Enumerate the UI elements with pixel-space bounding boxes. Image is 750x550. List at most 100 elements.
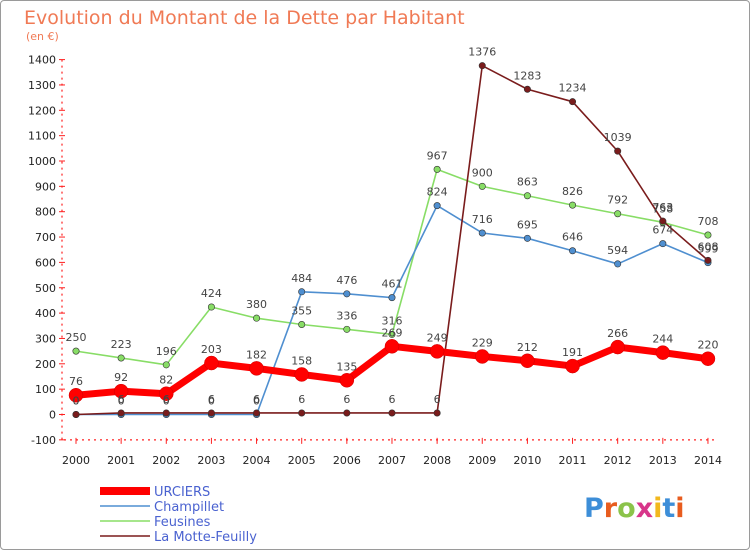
data-label-la-motte-feuilly: 6 <box>253 393 260 406</box>
y-tick-label: 1100 <box>28 130 56 143</box>
legend-label-feusines: Feusines <box>154 515 211 530</box>
data-point-la-motte-feuilly <box>343 409 351 417</box>
data-label-la-motte-feuilly: 6 <box>388 393 395 406</box>
data-label-urciers: 269 <box>381 326 402 339</box>
data-point-la-motte-feuilly <box>433 409 441 417</box>
logo-letter: P <box>584 493 604 524</box>
data-label-feusines: 708 <box>697 215 718 228</box>
data-label-la-motte-feuilly: 1039 <box>604 131 632 144</box>
data-labels: 76 92 82 203 182 158 135 269 249 229 212 191 266 244 2… <box>66 46 719 408</box>
data-point-urciers <box>113 383 129 399</box>
data-point-champillet <box>659 240 667 248</box>
data-point-feusines <box>162 361 170 369</box>
data-label-urciers: 76 <box>69 375 83 388</box>
data-label-la-motte-feuilly: 6 <box>163 393 170 406</box>
data-point-la-motte-feuilly <box>569 98 577 106</box>
data-label-la-motte-feuilly: 6 <box>343 393 350 406</box>
y-tick-label: 700 <box>35 231 56 244</box>
data-label-champillet: 484 <box>291 272 312 285</box>
y-tick-label: 800 <box>35 206 56 219</box>
data-point-champillet <box>433 202 441 210</box>
data-label-champillet: 0 <box>163 395 170 408</box>
data-label-la-motte-feuilly: 0 <box>73 395 80 408</box>
x-tick-label: 2001 <box>107 454 135 467</box>
x-tick-label: 2009 <box>468 454 496 467</box>
y-tick-label: 1300 <box>28 79 56 92</box>
data-label-feusines: 316 <box>381 314 402 327</box>
data-point-feusines <box>614 210 622 218</box>
y-tick-label: 400 <box>35 307 56 320</box>
data-point-champillet <box>614 260 622 268</box>
data-label-la-motte-feuilly: 1234 <box>559 82 587 95</box>
data-label-la-motte-feuilly: 6 <box>434 393 441 406</box>
data-label-champillet: 0 <box>208 395 215 408</box>
data-label-feusines: 336 <box>336 309 357 322</box>
data-label-champillet: 824 <box>427 186 448 199</box>
data-point-feusines <box>207 303 215 311</box>
data-label-la-motte-feuilly: 763 <box>652 201 673 214</box>
data-point-urciers <box>294 367 309 382</box>
data-label-urciers: 249 <box>427 331 448 344</box>
y-tick-label: 0 <box>49 409 56 422</box>
x-tick-label: 2012 <box>604 454 632 467</box>
data-label-urciers: 212 <box>517 341 538 354</box>
y-tick-label: 600 <box>35 256 56 269</box>
data-point-feusines <box>569 201 577 209</box>
data-point-feusines <box>704 231 712 239</box>
data-point-champillet <box>569 247 577 255</box>
x-tick-label: 2014 <box>694 454 722 467</box>
data-point-champillet <box>298 288 306 296</box>
data-point-la-motte-feuilly <box>523 85 531 93</box>
proxiti-logo: Proxiti <box>584 493 685 524</box>
y-tick-label: -100 <box>31 434 56 447</box>
x-tick-label: 2002 <box>152 454 180 467</box>
data-label-la-motte-feuilly: 1283 <box>513 69 541 82</box>
data-label-feusines: 900 <box>472 166 493 179</box>
logo-letter: i <box>653 493 662 524</box>
data-label-champillet: 674 <box>652 224 673 237</box>
data-label-la-motte-feuilly: 608 <box>697 240 718 253</box>
data-label-champillet: 599 <box>697 243 718 256</box>
x-tick-label: 2013 <box>649 454 677 467</box>
data-point-urciers <box>655 345 671 360</box>
x-tick-label: 2008 <box>423 454 451 467</box>
data-point-champillet <box>343 290 351 298</box>
x-tick-label: 2004 <box>243 454 271 467</box>
logo-letter: t <box>662 493 675 524</box>
data-point-la-motte-feuilly <box>72 410 80 418</box>
x-tick-label: 2011 <box>559 454 587 467</box>
data-label-feusines: 424 <box>201 287 222 300</box>
data-label-feusines: 826 <box>562 185 583 198</box>
y-tick-label: 500 <box>35 282 56 295</box>
y-tick-label: 900 <box>35 180 56 193</box>
data-label-champillet: 461 <box>381 278 402 291</box>
data-label-champillet: 0 <box>118 395 125 408</box>
data-point-urciers <box>249 361 264 376</box>
data-point-la-motte-feuilly <box>659 217 667 225</box>
data-label-feusines: 223 <box>111 338 132 351</box>
data-point-feusines <box>117 354 125 362</box>
x-tick-label: 2006 <box>333 454 361 467</box>
data-point-la-motte-feuilly <box>704 256 712 264</box>
y-tick-label: 1400 <box>28 54 56 67</box>
chart-title: Evolution du Montant de la Dette par Hab… <box>24 7 465 29</box>
data-label-champillet: 594 <box>607 244 628 257</box>
data-label-urciers: 229 <box>472 336 493 349</box>
data-label-la-motte-feuilly: 1376 <box>468 46 496 59</box>
data-label-champillet: 0 <box>253 395 260 408</box>
chart-subtitle: (en €) <box>26 30 59 43</box>
x-tick-label: 2005 <box>288 454 316 467</box>
data-point-champillet <box>388 294 396 302</box>
data-point-la-motte-feuilly <box>298 409 306 417</box>
logo-text: Proxiti <box>584 493 685 524</box>
axes: -100010020030040050060070080090010001100… <box>28 54 722 467</box>
logo-letter: r <box>604 493 618 524</box>
logo-letter: x <box>636 493 653 524</box>
x-tick-label: 2007 <box>378 454 406 467</box>
data-point-urciers <box>429 344 445 359</box>
data-point-urciers <box>520 353 535 369</box>
data-point-feusines <box>523 192 531 200</box>
